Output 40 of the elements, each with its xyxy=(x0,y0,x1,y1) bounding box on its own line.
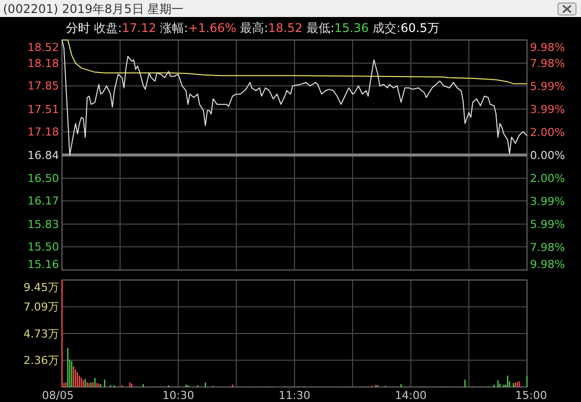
y2-tick-label: 7.98% xyxy=(530,56,565,70)
text: 最高:18.52 xyxy=(240,21,306,35)
y-tick-label: 17.18 xyxy=(28,126,59,139)
text: 收盘:17.12 xyxy=(94,21,160,35)
y2-tick-label: 0.00% xyxy=(530,148,565,162)
y-tick-label: 15.83 xyxy=(28,218,59,231)
y-tick-label: 4.73万 xyxy=(24,327,59,340)
y2-tick-label: 3.99% xyxy=(530,102,565,116)
chart-subtitle: 分时 xyxy=(66,21,94,35)
y2-tick-label: 7.98% xyxy=(530,240,565,254)
y-tick-label: 15.50 xyxy=(28,240,59,254)
line-series xyxy=(62,40,528,156)
y-tick-label: 18.18 xyxy=(28,57,59,70)
y-tick-label: 2.36万 xyxy=(24,354,59,368)
y2-tick-label: 3.99% xyxy=(530,194,565,208)
text: 涨幅:+1.66% xyxy=(160,21,240,35)
text: 成交:60.5万 xyxy=(372,21,440,35)
y-tick-label: 15.16 xyxy=(28,258,59,271)
line-series xyxy=(62,40,528,84)
x-tick-label: 14:00 xyxy=(394,389,427,402)
y2-tick-label: 9.98% xyxy=(530,258,565,271)
y-tick-label: 16.50 xyxy=(28,172,59,186)
y2-tick-label: 5.99% xyxy=(530,218,565,231)
y2-tick-label: 9.98% xyxy=(530,40,565,54)
y-tick-label: 7.09万 xyxy=(24,300,59,314)
y-tick-label: 17.85 xyxy=(28,80,59,93)
y-tick-label: 18.52 xyxy=(28,40,59,54)
x-tick-label: 10:30 xyxy=(162,389,194,402)
x-tick-label: 08/05 xyxy=(42,389,74,402)
y-tick-label: 16.84 xyxy=(28,148,59,162)
x-tick-label: 11:30 xyxy=(278,389,310,402)
text: 最低:15.36 xyxy=(306,21,373,35)
x-tick-label: 15:00 xyxy=(515,389,547,402)
y-tick-label: 16.17 xyxy=(28,194,59,208)
y-tick-label: 9.45万 xyxy=(24,280,59,294)
chart-title: (002201) 2019年8月5日 星期一 xyxy=(3,2,184,16)
y-tick-label: 17.51 xyxy=(28,102,59,116)
y2-tick-label: 2.00% xyxy=(530,172,565,185)
y2-tick-label: 5.99% xyxy=(530,80,565,93)
y2-tick-label: 2.00% xyxy=(530,126,565,139)
